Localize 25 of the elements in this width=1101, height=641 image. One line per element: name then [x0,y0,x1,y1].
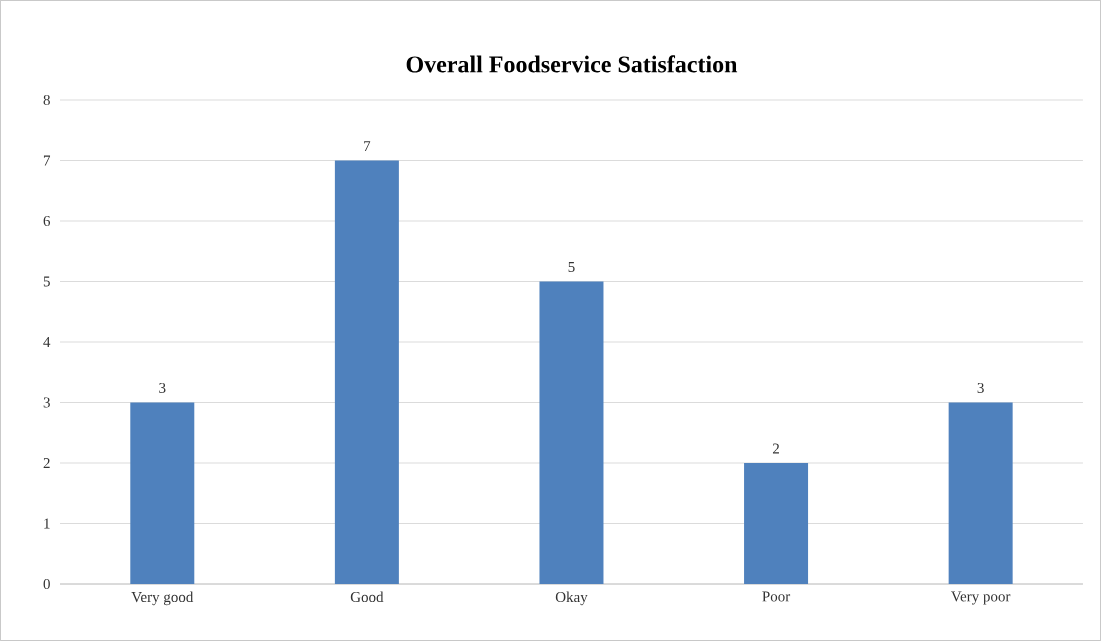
bar [334,160,399,584]
y-tick-label: 8 [43,94,50,106]
data-label: 7 [364,141,371,151]
data-label: 5 [568,262,575,272]
y-tick-label: 2 [43,458,50,468]
x-tick-label: Okay [555,591,588,606]
y-tick-label: 3 [43,397,50,408]
bar [539,281,604,584]
bar [744,463,809,584]
y-tick-label: 5 [43,276,50,287]
x-tick-label: Good [350,591,384,603]
data-label: 2 [772,443,779,454]
y-tick-label: 0 [43,578,50,590]
y-tick-label: 4 [43,337,51,347]
chart-title: Overall Foodservice Satisfaction [406,55,738,73]
y-tick-label: 6 [43,215,51,227]
y-tick-label: 1 [44,518,50,529]
data-label: 3 [159,382,166,393]
bar [130,402,195,584]
data-label: 3 [977,382,984,393]
x-tick-label: Very good [131,591,194,606]
bar [948,402,1013,584]
y-tick-label: 7 [43,155,51,166]
x-tick-label: Poor [762,591,791,602]
x-tick-label: Very poor [951,591,1011,605]
